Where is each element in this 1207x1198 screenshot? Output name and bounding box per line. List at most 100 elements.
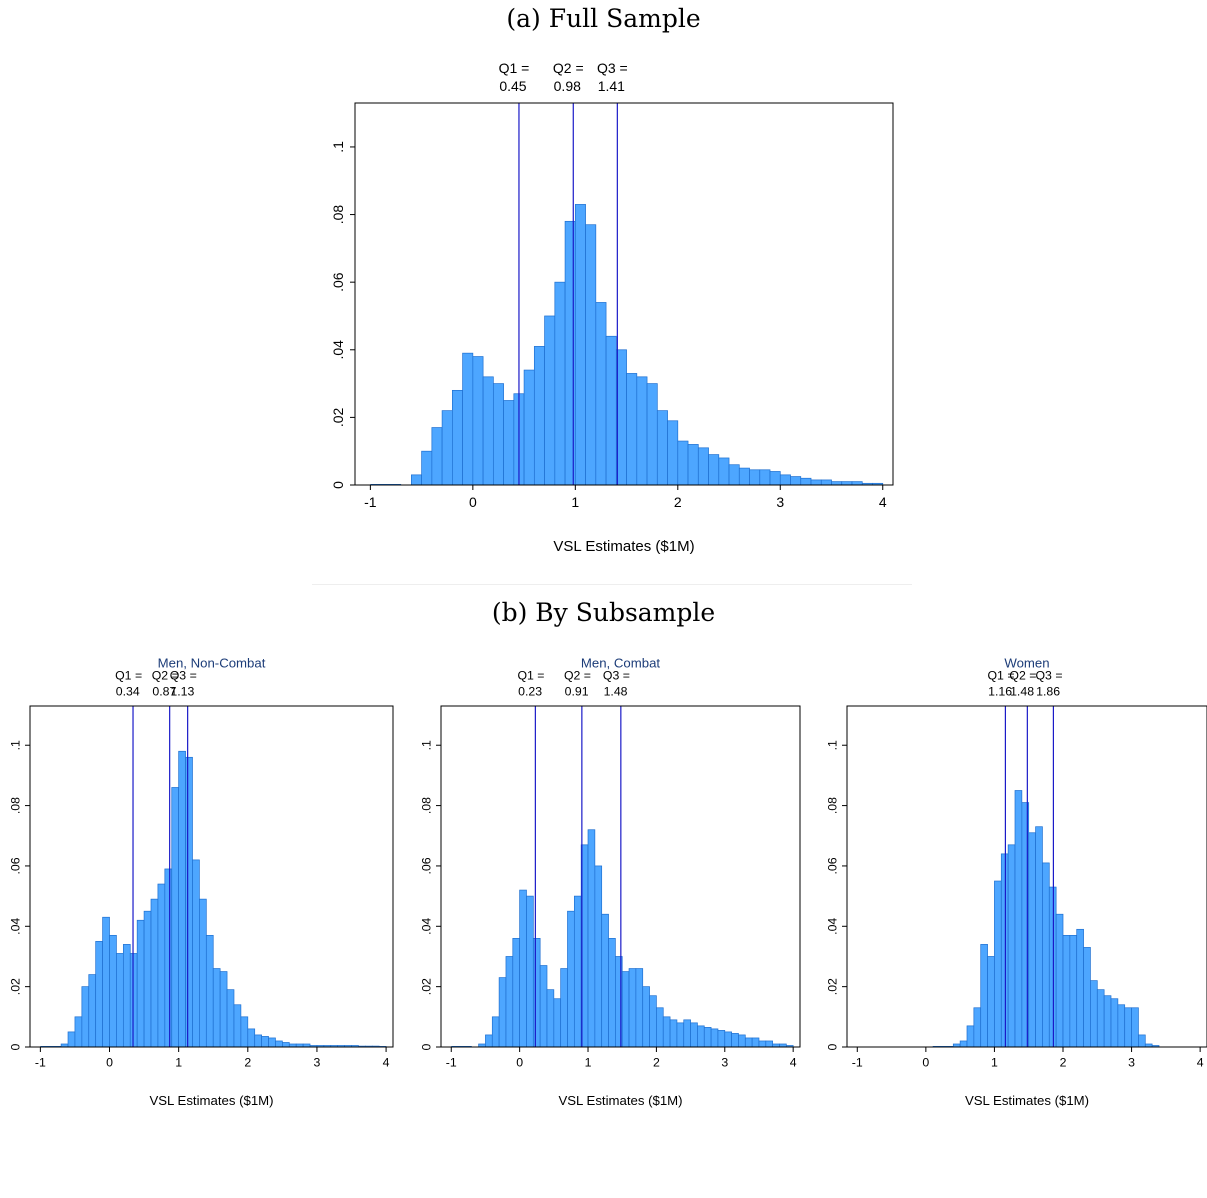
x-tick-label: -1: [364, 494, 377, 510]
histogram-bar: [744, 1037, 753, 1048]
histogram-bar: [95, 941, 103, 1048]
quartile-label: Q1 =: [115, 669, 142, 683]
histogram-bar: [199, 898, 207, 1048]
histogram-bar: [959, 1040, 968, 1048]
quartile-value: 1.41: [598, 78, 625, 94]
histogram-bar: [1076, 928, 1084, 1048]
histogram-bar: [851, 481, 863, 486]
histogram-bar: [472, 356, 484, 486]
histogram-bar: [519, 889, 527, 1048]
histogram-bar: [491, 1016, 500, 1048]
histogram-bar: [452, 389, 463, 486]
y-tick-label: .1: [825, 740, 839, 750]
x-tick-label: 4: [1197, 1055, 1204, 1069]
subplot-title: Men, Combat: [581, 655, 660, 670]
histogram-bar: [751, 1037, 760, 1048]
histogram-bar: [275, 1040, 283, 1048]
y-tick-label: .04: [330, 340, 346, 360]
histogram-bar: [411, 474, 422, 486]
histogram-bar: [560, 968, 568, 1048]
y-tick-label: .06: [330, 272, 346, 292]
histogram-bar: [261, 1036, 269, 1048]
quartile-value: 0.45: [499, 78, 526, 94]
histogram-bar: [268, 1037, 276, 1048]
histogram-bar: [642, 986, 650, 1048]
histogram-bar: [503, 400, 515, 486]
y-tick-label: 0: [825, 1043, 839, 1050]
histogram-bar: [973, 1007, 982, 1048]
histogram-bar: [749, 469, 761, 486]
plot-frame: [354, 102, 894, 486]
histogram-bar: [492, 383, 504, 486]
x-tick-label: 2: [653, 1055, 660, 1069]
histogram-bar: [710, 1028, 719, 1048]
histogram-bar: [88, 974, 97, 1048]
caption-full-sample: (a) Full Sample: [506, 4, 701, 33]
histogram-bar: [1131, 1007, 1139, 1048]
histogram-bar: [738, 467, 750, 486]
y-tick-label: .02: [825, 978, 839, 995]
quartile-value: 0.87: [152, 684, 176, 698]
histogram-bar: [247, 1028, 256, 1048]
histogram-bar: [421, 450, 433, 486]
x-tick-label: 2: [244, 1055, 251, 1069]
y-tick-label: .08: [330, 205, 346, 225]
histogram-bar: [758, 1040, 767, 1048]
histogram-bar: [1000, 853, 1009, 1048]
histogram-bar: [1055, 913, 1064, 1048]
x-axis-label: VSL Estimates ($1M): [558, 1093, 682, 1108]
histogram-bar: [731, 1033, 739, 1048]
y-tick-label: .08: [825, 797, 839, 814]
separator-line: [312, 584, 912, 585]
histogram-bar: [635, 968, 644, 1048]
histogram-bar: [1014, 790, 1023, 1048]
quartile-label: Q3 =: [603, 669, 630, 683]
histogram-bar: [212, 968, 221, 1048]
x-tick-label: 3: [721, 1055, 728, 1069]
histogram-bar: [554, 281, 566, 486]
x-tick-label: 2: [1060, 1055, 1067, 1069]
histogram-bar: [667, 420, 679, 486]
histogram-bar: [532, 938, 541, 1048]
histogram-bar: [608, 938, 616, 1048]
histogram-bar: [662, 1016, 671, 1048]
histogram-bar: [765, 1040, 773, 1048]
histogram-bar: [1096, 989, 1105, 1048]
histogram-bar: [717, 1030, 726, 1048]
histogram-bar: [759, 469, 771, 486]
x-tick-label: -1: [446, 1055, 457, 1069]
x-tick-label: 4: [383, 1055, 390, 1069]
histogram-bar: [574, 204, 586, 486]
x-axis-label: VSL Estimates ($1M): [553, 538, 694, 555]
histogram-bar: [567, 910, 575, 1048]
histogram-bar: [790, 476, 802, 486]
histogram-bar: [628, 968, 637, 1048]
x-tick-label: 1: [571, 494, 579, 510]
histogram-bar: [605, 335, 617, 486]
histogram-bar: [841, 481, 853, 486]
histogram-bar: [254, 1034, 262, 1048]
quartile-value: 1.13: [170, 684, 194, 698]
histogram-bar: [649, 995, 657, 1048]
histogram-bar: [157, 883, 166, 1048]
histogram-bar: [738, 1034, 746, 1048]
quartile-label: Q2 =: [553, 60, 584, 76]
histogram-bar: [185, 756, 193, 1048]
histogram-bar: [728, 464, 740, 486]
x-tick-label: 4: [879, 494, 887, 510]
quartile-label: Q3 =: [170, 669, 197, 683]
y-tick-label: .08: [8, 797, 22, 814]
histogram-bar: [718, 457, 730, 486]
quartile-value: 1.48: [1010, 684, 1034, 698]
histogram-bar: [205, 934, 214, 1048]
quartile-label: Q1 =: [517, 669, 544, 683]
histogram-bar: [1048, 886, 1057, 1048]
histogram-bar: [150, 898, 159, 1048]
histogram-bar: [697, 447, 709, 486]
y-tick-label: 0: [330, 481, 346, 489]
quartile-label: Q1 =: [499, 60, 530, 76]
histogram-bar: [1069, 934, 1078, 1048]
histogram-bar: [994, 880, 1002, 1048]
histogram-bar: [1103, 995, 1112, 1048]
histogram-bar: [585, 224, 597, 486]
